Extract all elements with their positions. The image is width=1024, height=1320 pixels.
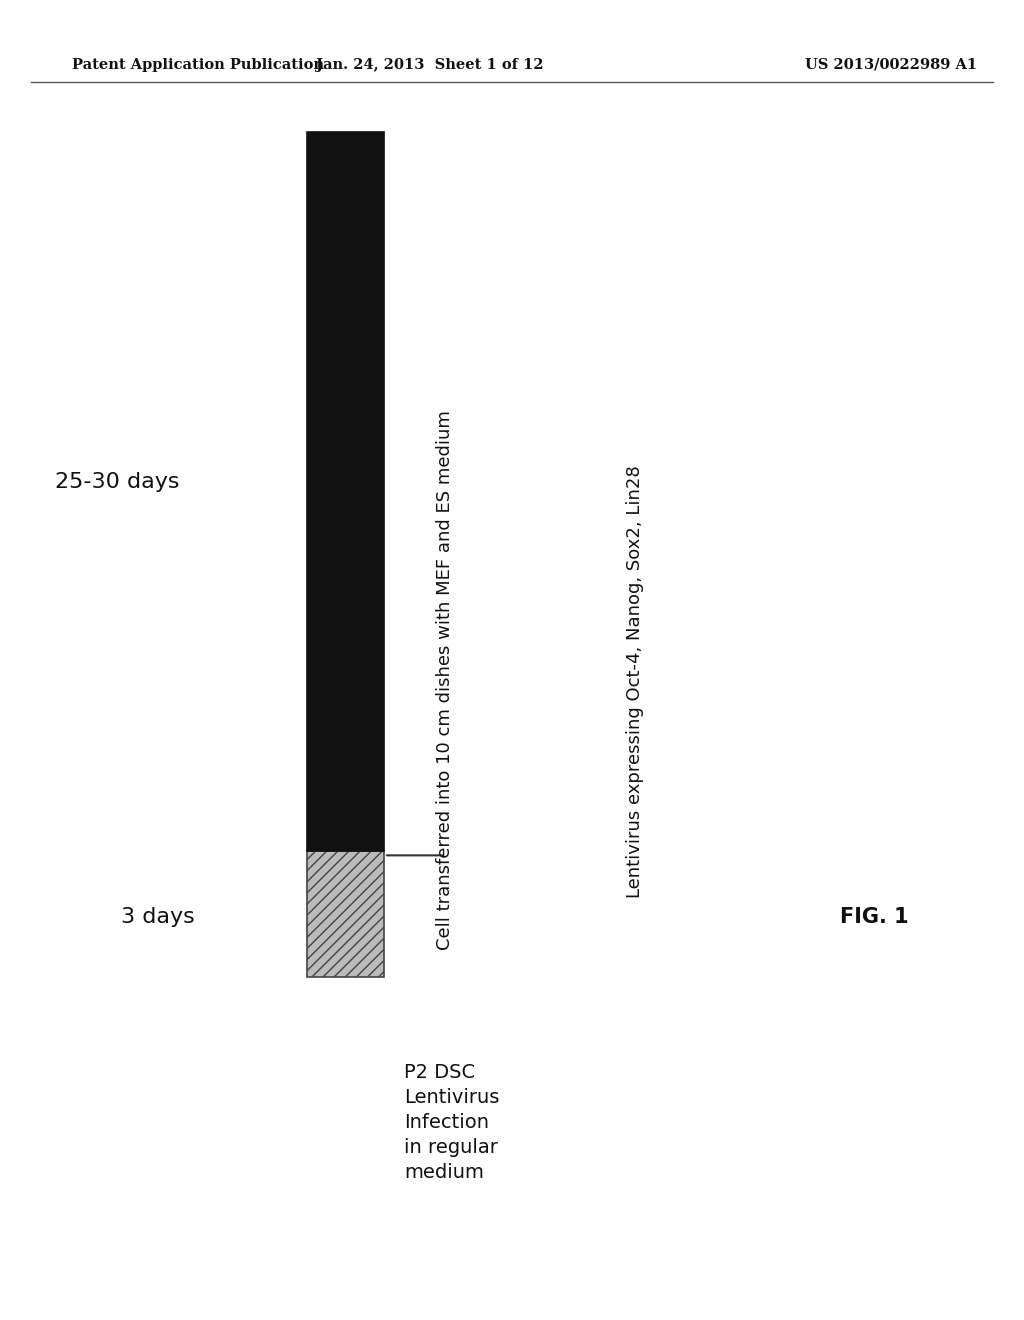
Text: Jan. 24, 2013  Sheet 1 of 12: Jan. 24, 2013 Sheet 1 of 12: [316, 58, 544, 71]
Text: 25-30 days: 25-30 days: [54, 471, 179, 492]
Text: Cell transferred into 10 cm dishes with MEF and ES medium: Cell transferred into 10 cm dishes with …: [436, 411, 455, 950]
Text: US 2013/0022989 A1: US 2013/0022989 A1: [805, 58, 977, 71]
Text: Lentivirus expressing Oct-4, Nanog, Sox2, Lin28: Lentivirus expressing Oct-4, Nanog, Sox2…: [626, 465, 644, 898]
Text: FIG. 1: FIG. 1: [840, 907, 908, 928]
Text: P2 DSC
Lentivirus
Infection
in regular
medium: P2 DSC Lentivirus Infection in regular m…: [404, 1063, 500, 1181]
Bar: [307, 132, 384, 851]
Bar: [307, 851, 384, 977]
Text: 3 days: 3 days: [121, 907, 195, 928]
Text: Patent Application Publication: Patent Application Publication: [72, 58, 324, 71]
